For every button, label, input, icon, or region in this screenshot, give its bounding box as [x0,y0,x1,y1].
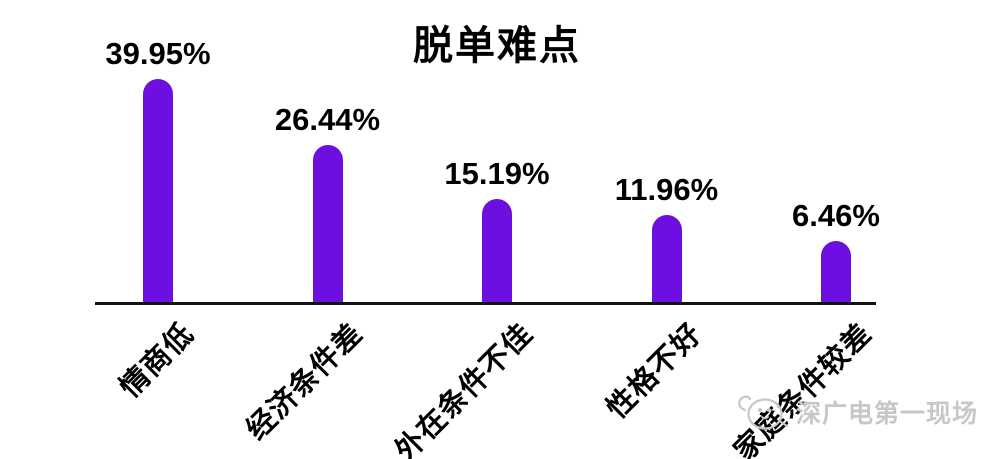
x-tick-label: 外在条件不佳 [389,317,540,459]
chart-title: 脱单难点 [413,24,581,68]
bar [651,215,682,303]
x-tick-label: 经济条件差 [241,317,370,447]
x-axis-line [95,302,876,305]
bar-value-label: 11.96% [614,172,719,207]
bar [312,145,343,303]
watermark: 深广电第一现场 [735,388,978,436]
x-tick-label: 性格不好 [601,317,709,426]
bar [821,241,851,303]
bar-value-label: 6.46% [792,198,880,233]
mascot-face-icon [738,395,789,430]
watermark-text: 深广电第一现场 [796,400,979,428]
bar-value-label: 15.19% [444,156,550,191]
bar [482,199,512,303]
x-tick-label: 家庭条件较差 [728,317,879,459]
bar [143,79,173,303]
bar-value-label: 39.95% [105,36,211,71]
bar-value-label: 26.44% [274,102,381,137]
x-tick-label: 情商低 [114,317,201,404]
